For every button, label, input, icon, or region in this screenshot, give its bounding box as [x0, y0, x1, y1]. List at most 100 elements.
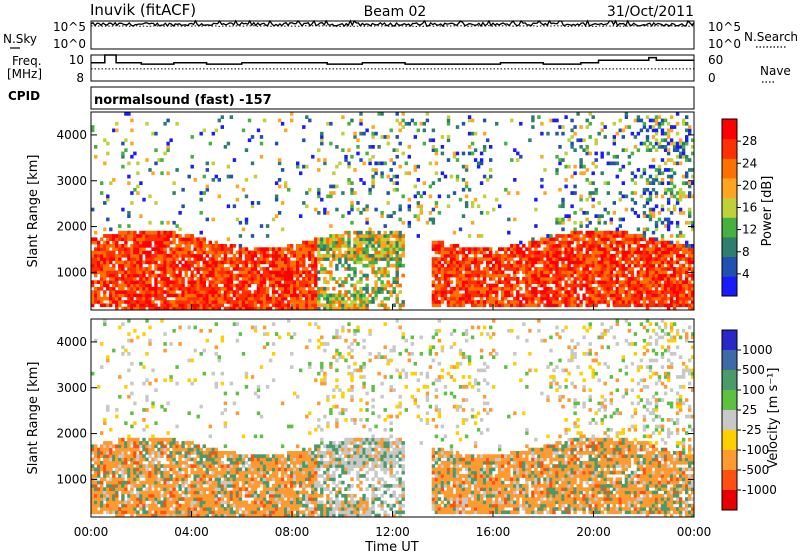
heatmap-cell	[573, 280, 577, 284]
heatmap-cell	[341, 148, 345, 152]
heatmap-cell	[651, 237, 656, 242]
heatmap-cell	[290, 290, 294, 294]
heatmap-cell	[579, 250, 583, 255]
heatmap-cell	[492, 296, 496, 301]
heatmap-cell	[419, 194, 423, 199]
heatmap-cell	[157, 306, 161, 311]
heatmap-cell	[359, 250, 363, 255]
heatmap-cell	[163, 451, 167, 455]
heatmap-cell	[259, 296, 264, 301]
heatmap-cell	[395, 267, 399, 271]
heatmap-cell	[443, 247, 448, 251]
heatmap-cell	[136, 250, 140, 255]
heatmap-cell	[335, 257, 339, 261]
heatmap-cell	[163, 503, 167, 508]
heatmap-cell	[121, 290, 125, 294]
heatmap-cell	[618, 257, 622, 261]
heatmap-cell	[133, 151, 137, 156]
heatmap-cell	[280, 273, 285, 278]
heatmap-cell	[458, 300, 463, 304]
heatmap-cell	[256, 280, 261, 284]
heatmap-cell	[651, 303, 656, 308]
heatmap-cell	[600, 154, 604, 159]
heatmap-cell	[127, 510, 131, 515]
heatmap-cell	[455, 300, 460, 304]
heatmap-cell	[678, 286, 683, 291]
heatmap-cell	[136, 464, 140, 468]
heatmap-cell	[368, 161, 372, 166]
heatmap-cell	[446, 270, 451, 275]
heatmap-cell	[112, 263, 116, 268]
heatmap-cell	[594, 141, 598, 146]
heatmap-cell	[256, 201, 261, 205]
heatmap-cell	[672, 125, 677, 129]
heatmap-cell	[154, 480, 158, 485]
heatmap-cell	[196, 296, 200, 301]
heatmap-cell	[130, 237, 134, 242]
heatmap-cell	[519, 257, 523, 261]
heatmap-cell	[416, 178, 420, 182]
heatmap-cell	[130, 267, 134, 271]
heatmap-cell	[241, 280, 246, 284]
heatmap-cell	[540, 277, 544, 281]
heatmap-cell	[389, 290, 393, 294]
heatmap-cell	[145, 277, 149, 281]
heatmap-cell	[109, 503, 113, 508]
heatmap-cell	[202, 293, 206, 298]
heatmap-cell	[600, 214, 604, 218]
heatmap-cell	[163, 493, 167, 498]
heatmap-cell	[492, 253, 496, 258]
heatmap-cell	[543, 283, 547, 288]
heatmap-cell	[603, 290, 607, 294]
heatmap-cell	[347, 253, 351, 258]
heatmap-cell	[675, 112, 680, 116]
heatmap-cell	[175, 280, 179, 284]
heatmap-cell	[154, 267, 158, 271]
heatmap-cell	[470, 286, 475, 291]
heatmap-cell	[657, 247, 662, 251]
heatmap-cell	[130, 464, 134, 468]
heatmap-cell	[443, 174, 448, 179]
heatmap-cell	[437, 178, 442, 182]
heatmap-cell	[365, 300, 369, 304]
heatmap-cell	[639, 293, 644, 298]
heatmap-cell	[582, 267, 586, 271]
heatmap-cell	[311, 303, 315, 308]
heatmap-cell	[305, 306, 309, 311]
heatmap-cell	[648, 118, 653, 123]
heatmap-cell	[458, 267, 463, 271]
heatmap-cell	[579, 244, 583, 248]
heatmap-cell	[570, 300, 574, 304]
heatmap-cell	[160, 493, 164, 498]
heatmap-cell	[585, 273, 589, 278]
heatmap-cell	[543, 303, 547, 308]
heatmap-cell	[669, 211, 674, 215]
heatmap-cell	[293, 283, 297, 288]
heatmap-cell	[437, 257, 442, 261]
heatmap-cell	[594, 250, 598, 255]
heatmap-cell	[94, 454, 98, 458]
heatmap-cell	[323, 293, 327, 298]
heatmap-cell	[507, 303, 511, 308]
heatmap-cell	[654, 247, 659, 251]
heatmap-cell	[591, 290, 595, 294]
heatmap-cell	[525, 273, 529, 278]
heatmap-cell	[187, 174, 191, 179]
heatmap-cell	[479, 158, 484, 162]
heatmap-cell	[636, 257, 641, 261]
heatmap-cell	[585, 253, 589, 258]
heatmap-cell	[455, 273, 460, 278]
heatmap-cell	[564, 115, 568, 119]
heatmap-cell	[449, 257, 454, 261]
heatmap-cell	[498, 286, 502, 291]
heatmap-cell	[280, 263, 285, 268]
heatmap-cell	[91, 257, 95, 261]
heatmap-cell	[688, 158, 692, 162]
heatmap-cell	[600, 277, 604, 281]
heatmap-cell	[534, 260, 538, 265]
heatmap-cell	[109, 290, 113, 294]
heatmap-cell	[178, 293, 182, 298]
heatmap-cell	[148, 444, 152, 449]
noise-sky-line	[90, 19, 695, 28]
heatmap-cell	[109, 470, 113, 475]
